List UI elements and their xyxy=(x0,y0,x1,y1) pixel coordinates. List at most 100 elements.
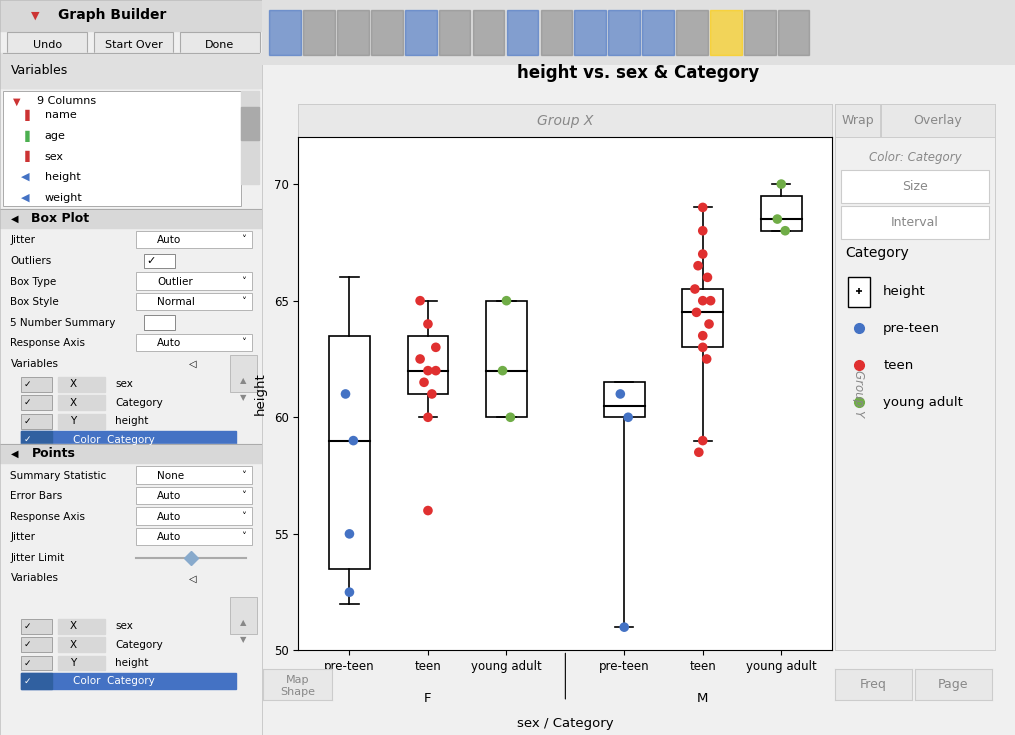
FancyBboxPatch shape xyxy=(93,32,174,57)
Point xyxy=(687,283,703,295)
Point xyxy=(698,353,715,365)
Point xyxy=(498,295,515,306)
Bar xyxy=(241,91,259,184)
Bar xyxy=(21,656,53,670)
Text: Graph Builder: Graph Builder xyxy=(58,8,166,23)
Point xyxy=(416,376,432,388)
Text: Page: Page xyxy=(938,678,968,691)
Text: sex: sex xyxy=(116,621,133,631)
Text: ◀: ◀ xyxy=(21,193,29,203)
Bar xyxy=(604,382,645,417)
Point xyxy=(427,365,444,376)
Point xyxy=(690,259,706,271)
Text: ✓: ✓ xyxy=(23,677,31,686)
Bar xyxy=(21,414,53,429)
FancyBboxPatch shape xyxy=(841,171,989,203)
Point xyxy=(412,295,428,306)
Text: Group X: Group X xyxy=(537,114,594,128)
FancyBboxPatch shape xyxy=(7,32,87,57)
Bar xyxy=(506,10,538,55)
Text: Normal: Normal xyxy=(157,297,195,307)
Text: ◀: ◀ xyxy=(21,172,29,182)
Text: M: M xyxy=(697,692,708,705)
Text: ◀: ◀ xyxy=(10,448,18,459)
Point xyxy=(769,213,786,225)
Bar xyxy=(0,53,262,88)
Text: Group Y: Group Y xyxy=(853,370,865,417)
FancyBboxPatch shape xyxy=(136,528,252,545)
Point xyxy=(694,295,710,306)
Text: ▐: ▐ xyxy=(21,130,29,142)
Point xyxy=(427,342,444,354)
Text: name: name xyxy=(45,110,76,121)
Text: X: X xyxy=(70,621,77,631)
Text: Overlay: Overlay xyxy=(914,115,962,127)
Point xyxy=(341,587,357,598)
Text: Y: Y xyxy=(70,658,76,668)
Bar xyxy=(608,10,639,55)
Text: pre-teen: pre-teen xyxy=(883,322,940,334)
Text: ˅: ˅ xyxy=(242,532,246,542)
Point xyxy=(616,621,632,633)
Text: height vs. sex & Category: height vs. sex & Category xyxy=(518,65,759,82)
Text: ˅: ˅ xyxy=(242,297,246,307)
Text: age: age xyxy=(45,131,65,141)
Text: Color: Category: Color: Category xyxy=(869,151,961,165)
Text: Auto: Auto xyxy=(157,512,182,522)
Bar xyxy=(58,637,105,652)
Text: Box Style: Box Style xyxy=(10,297,59,307)
Text: Box Plot: Box Plot xyxy=(31,212,89,225)
Text: Shape: Shape xyxy=(280,687,315,697)
Point xyxy=(420,318,436,330)
Bar xyxy=(0,0,262,31)
Point xyxy=(701,318,718,330)
Bar xyxy=(761,196,802,231)
Bar xyxy=(486,301,527,417)
Point xyxy=(337,388,353,400)
Text: ✓: ✓ xyxy=(23,640,31,649)
Text: height: height xyxy=(883,285,926,298)
Bar xyxy=(408,336,449,394)
Text: F: F xyxy=(424,692,431,705)
Bar xyxy=(744,10,775,55)
Text: ˅: ˅ xyxy=(242,235,246,245)
Text: Category: Category xyxy=(116,639,163,650)
FancyBboxPatch shape xyxy=(136,231,252,248)
Point xyxy=(773,178,790,190)
Text: ˅: ˅ xyxy=(242,338,246,348)
Text: ˅: ˅ xyxy=(242,491,246,501)
Bar xyxy=(241,107,259,140)
Text: ▼: ▼ xyxy=(241,393,247,402)
Text: Wrap: Wrap xyxy=(841,115,874,127)
Point xyxy=(620,412,636,423)
Text: Map: Map xyxy=(285,675,310,685)
Bar xyxy=(438,10,471,55)
Point xyxy=(420,365,436,376)
Bar xyxy=(58,377,105,392)
Bar xyxy=(58,395,105,410)
FancyBboxPatch shape xyxy=(136,466,252,484)
Point xyxy=(502,412,519,423)
Bar xyxy=(541,10,572,55)
Text: sex / Category: sex / Category xyxy=(517,717,614,730)
Text: Color  Category: Color Category xyxy=(73,434,155,445)
Text: ▲: ▲ xyxy=(241,618,247,627)
Bar xyxy=(709,10,742,55)
Point xyxy=(777,225,794,237)
Bar xyxy=(58,619,105,634)
Text: Done: Done xyxy=(205,40,234,50)
Text: ✓: ✓ xyxy=(23,380,31,389)
Text: X: X xyxy=(70,639,77,650)
Text: ˅: ˅ xyxy=(242,470,246,481)
Bar xyxy=(371,10,403,55)
Text: Y: Y xyxy=(70,416,76,426)
Text: None: None xyxy=(157,470,185,481)
Point xyxy=(420,505,436,517)
Text: Auto: Auto xyxy=(157,532,182,542)
Text: Freq: Freq xyxy=(860,678,887,691)
Text: Points: Points xyxy=(31,447,75,460)
Bar xyxy=(405,10,436,55)
Point xyxy=(688,306,704,318)
Point xyxy=(494,365,511,376)
Text: ✓: ✓ xyxy=(23,398,31,407)
